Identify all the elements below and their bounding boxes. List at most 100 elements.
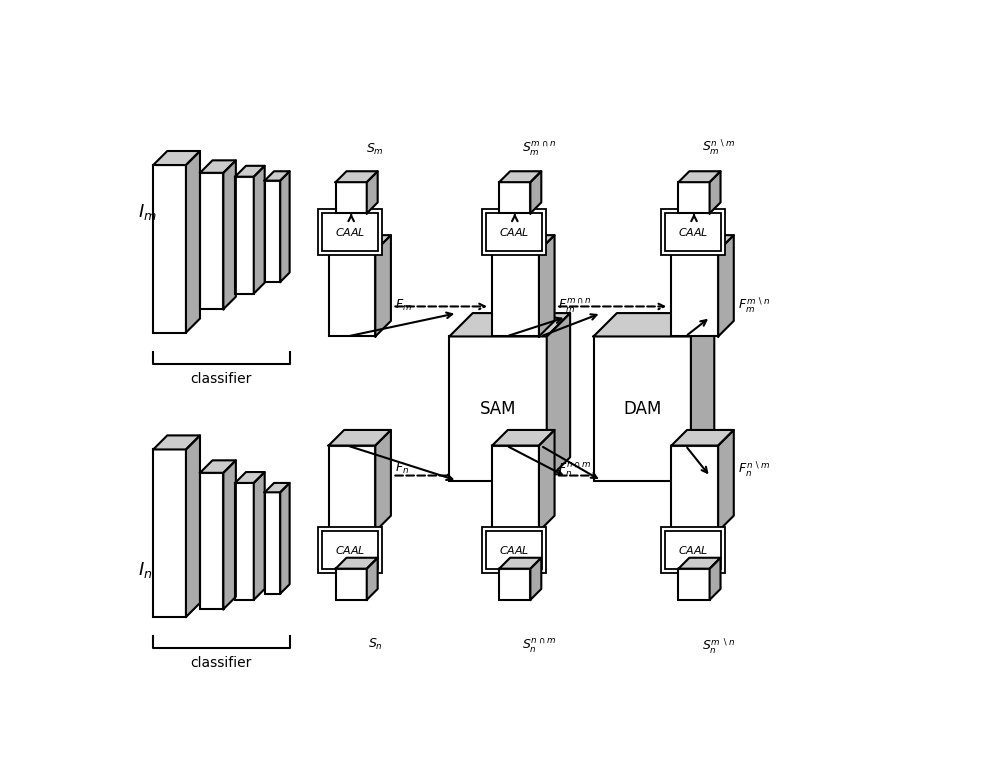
Bar xyxy=(336,569,367,600)
Text: DAM: DAM xyxy=(623,400,661,418)
Polygon shape xyxy=(186,436,200,617)
Bar xyxy=(336,182,367,213)
Polygon shape xyxy=(235,472,265,483)
Bar xyxy=(200,473,223,609)
Bar xyxy=(265,493,280,594)
Bar xyxy=(153,165,186,332)
Polygon shape xyxy=(539,430,555,531)
Text: classifier: classifier xyxy=(191,656,252,670)
Polygon shape xyxy=(200,160,236,173)
Bar xyxy=(482,210,546,255)
Text: $CAAL$: $CAAL$ xyxy=(678,544,709,556)
Polygon shape xyxy=(539,235,555,336)
Text: $F_m^{m\setminus n}$: $F_m^{m\setminus n}$ xyxy=(738,296,770,315)
Polygon shape xyxy=(280,171,290,282)
Bar xyxy=(486,213,542,251)
Polygon shape xyxy=(153,151,200,165)
Bar xyxy=(665,213,721,251)
Text: classifier: classifier xyxy=(191,371,252,386)
Polygon shape xyxy=(492,235,555,251)
Polygon shape xyxy=(499,171,541,182)
Bar xyxy=(661,210,725,255)
Text: $S_m^{n\setminus m}$: $S_m^{n\setminus m}$ xyxy=(702,138,735,157)
Polygon shape xyxy=(594,313,714,336)
Bar xyxy=(329,251,375,336)
Bar xyxy=(322,213,378,251)
Bar xyxy=(492,446,539,531)
Bar xyxy=(486,531,542,569)
Bar xyxy=(322,531,378,569)
Polygon shape xyxy=(265,483,290,493)
Bar xyxy=(318,210,382,255)
Text: $S_m^{m\cap n}$: $S_m^{m\cap n}$ xyxy=(522,139,556,157)
Bar xyxy=(492,251,539,336)
Polygon shape xyxy=(671,430,734,446)
Text: $S_n$: $S_n$ xyxy=(368,637,383,651)
Bar xyxy=(235,483,254,600)
Bar xyxy=(318,527,382,572)
Text: $F_n^{n\setminus m}$: $F_n^{n\setminus m}$ xyxy=(738,459,770,479)
Bar xyxy=(594,336,691,481)
Polygon shape xyxy=(254,472,265,600)
Bar xyxy=(482,527,546,572)
Text: SAM: SAM xyxy=(480,400,516,418)
Polygon shape xyxy=(718,235,734,336)
Bar xyxy=(661,527,725,572)
Polygon shape xyxy=(530,171,541,213)
Text: $I_m$: $I_m$ xyxy=(138,202,156,222)
Polygon shape xyxy=(671,235,734,251)
Polygon shape xyxy=(530,558,541,600)
Text: $F_m^{m\cap n}$: $F_m^{m\cap n}$ xyxy=(558,296,592,314)
Bar xyxy=(153,450,186,617)
Polygon shape xyxy=(280,483,290,594)
Polygon shape xyxy=(375,430,391,531)
Text: $CAAL$: $CAAL$ xyxy=(335,226,366,238)
Polygon shape xyxy=(223,160,236,309)
Polygon shape xyxy=(186,151,200,332)
Bar xyxy=(499,569,530,600)
Bar xyxy=(499,182,530,213)
Polygon shape xyxy=(375,235,391,336)
Polygon shape xyxy=(718,430,734,531)
Polygon shape xyxy=(336,171,378,182)
Text: $F_m$: $F_m$ xyxy=(395,298,412,313)
Polygon shape xyxy=(449,313,570,336)
Text: $CAAL$: $CAAL$ xyxy=(499,226,529,238)
Polygon shape xyxy=(547,313,570,481)
Text: $CAAL$: $CAAL$ xyxy=(335,544,366,556)
Polygon shape xyxy=(329,430,391,446)
Bar xyxy=(678,182,710,213)
Text: $I_n$: $I_n$ xyxy=(138,560,152,580)
Polygon shape xyxy=(223,461,236,609)
Text: $S_n^{n\cap m}$: $S_n^{n\cap m}$ xyxy=(522,637,556,655)
Bar xyxy=(665,531,721,569)
Bar xyxy=(671,446,718,531)
Polygon shape xyxy=(367,558,378,600)
Bar xyxy=(329,446,375,531)
Polygon shape xyxy=(265,171,290,181)
Polygon shape xyxy=(678,558,721,569)
Text: $CAAL$: $CAAL$ xyxy=(499,544,529,556)
Polygon shape xyxy=(254,166,265,293)
Bar xyxy=(265,181,280,282)
Polygon shape xyxy=(710,171,721,213)
Text: $F_n$: $F_n$ xyxy=(395,461,409,476)
Polygon shape xyxy=(499,558,541,569)
Polygon shape xyxy=(710,558,721,600)
Text: $S_n^{m\setminus n}$: $S_n^{m\setminus n}$ xyxy=(702,637,735,656)
Text: $S_m$: $S_m$ xyxy=(366,142,384,157)
Text: $F_n^{n\cap m}$: $F_n^{n\cap m}$ xyxy=(558,460,592,478)
Bar xyxy=(200,173,223,309)
Polygon shape xyxy=(678,171,721,182)
Polygon shape xyxy=(336,558,378,569)
Text: $CAAL$: $CAAL$ xyxy=(678,226,709,238)
Polygon shape xyxy=(200,461,236,473)
Polygon shape xyxy=(367,171,378,213)
Polygon shape xyxy=(691,313,714,481)
Polygon shape xyxy=(492,430,555,446)
Bar xyxy=(678,569,710,600)
Bar xyxy=(671,251,718,336)
Polygon shape xyxy=(153,436,200,450)
Polygon shape xyxy=(329,235,391,251)
Bar xyxy=(235,177,254,293)
